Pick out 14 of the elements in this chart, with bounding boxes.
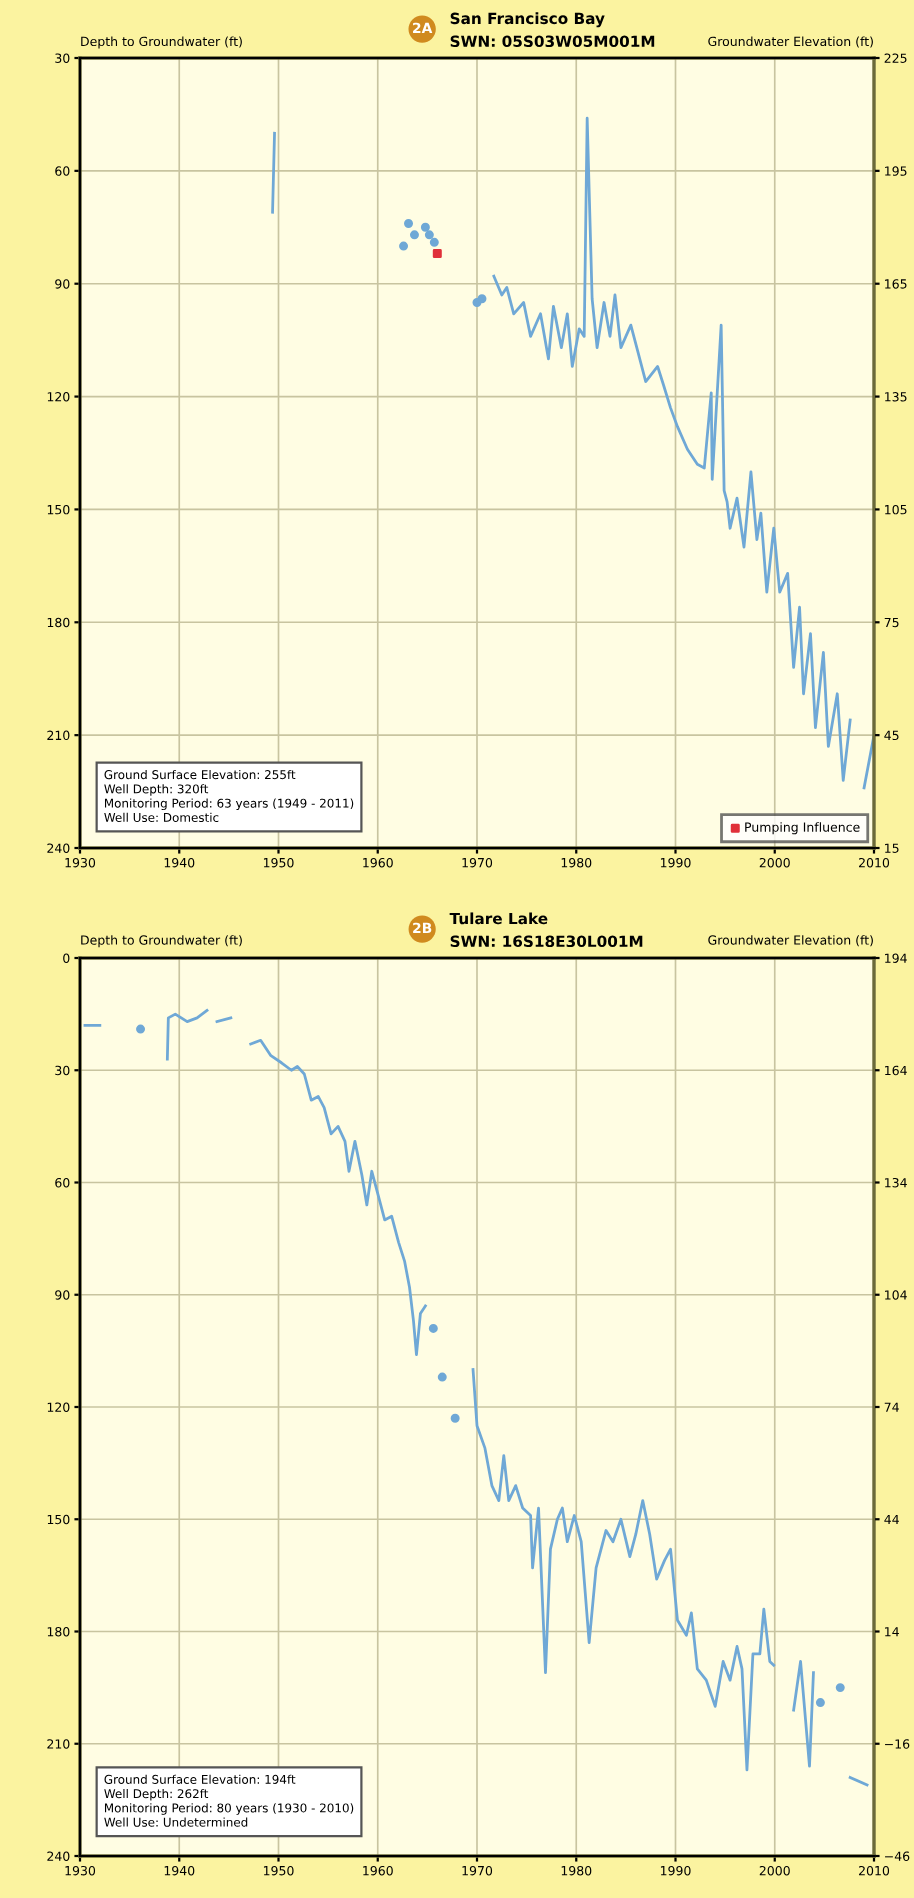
point [815,1698,825,1708]
point [432,249,442,259]
point [420,222,430,232]
point [450,1413,460,1423]
point [424,230,434,240]
point [835,1683,845,1693]
point [409,230,419,240]
point [399,241,409,251]
point [477,294,487,304]
point [428,1323,438,1333]
point [404,219,414,229]
point [437,1372,447,1382]
point [136,1024,146,1034]
point [429,237,439,247]
